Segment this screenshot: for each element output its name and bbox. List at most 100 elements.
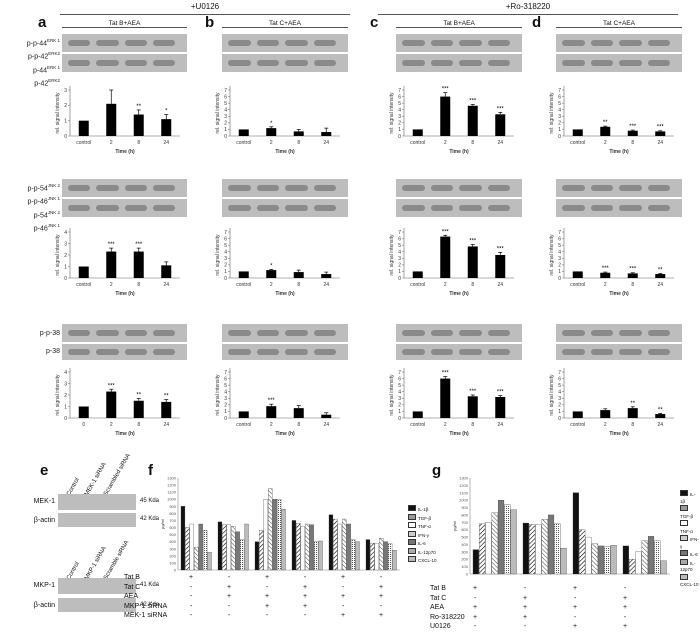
factor-table-f: Tat B + - + - + - Tat C - + - + - + AEA - + + + + + MKP-1 siR…: [124, 573, 414, 643]
y-axis-label: pg/ml: [160, 519, 165, 529]
y-axis-label: rel. signal intensity: [389, 374, 395, 416]
y-tick-label: 5: [398, 243, 401, 249]
bar: [600, 126, 611, 136]
significance-label: ***: [108, 383, 116, 389]
y-tick-label: 0: [224, 134, 227, 140]
bar: [522, 522, 529, 575]
bar: [655, 131, 666, 136]
y-tick-label: 2: [398, 121, 401, 127]
kda-label: 41 Kda: [140, 582, 160, 588]
significance-label: **: [630, 401, 635, 407]
bar: [529, 524, 536, 575]
bar: [106, 391, 117, 418]
erk-blot-labels: p-p-44ERK 1 p-p-42ERK2 p-44ERK 1 p-42ERK…: [26, 38, 60, 88]
y-tick-label: 1: [398, 409, 401, 415]
legend-swatch: [408, 505, 416, 511]
bar: [238, 271, 249, 278]
factor-table-g: Tat B + - + - Tat C - + - + AEA + + + + Ro-318220 + + - - U0…: [430, 584, 680, 639]
western-blot-image: [62, 54, 187, 72]
x-axis-label: Time (h): [115, 431, 135, 437]
column-title-a: Tat B+AEA: [62, 20, 187, 28]
ro-header: +Ro-318220: [505, 2, 551, 11]
western-blot-image: [62, 34, 187, 52]
western-blot-image: [556, 344, 682, 360]
x-tick-label: 8: [137, 422, 140, 428]
y-tick-label: 1000: [459, 498, 469, 503]
bar: [272, 499, 277, 571]
y-tick-label: 6: [224, 236, 227, 242]
x-tick-label: control: [410, 140, 425, 146]
bar: [207, 552, 212, 571]
legend-swatch: [408, 513, 416, 520]
x-tick-label: 8: [631, 282, 634, 288]
y-tick-label: 2: [558, 403, 561, 409]
significance-label: *: [165, 109, 168, 115]
bar: [259, 530, 264, 571]
western-blot-image: [556, 179, 682, 197]
significance-label: ***: [469, 238, 477, 244]
bar: [647, 536, 655, 575]
jnk-blot-labels: p-p-54JNK 2 p-p-46JNK 1 p-54JNK 2 p-46JN…: [27, 183, 61, 233]
legend-item: TNF-α: [680, 520, 700, 535]
factor-sign: +: [226, 593, 232, 600]
bar: [266, 270, 277, 278]
bar: [305, 523, 310, 571]
significance-label: ***: [602, 266, 610, 272]
legend-label: TNF-α: [418, 524, 431, 529]
bar: [491, 512, 498, 575]
legend-label: IFN-γ: [418, 532, 429, 538]
panel-label-e: e: [40, 462, 49, 479]
significance-label: ***: [108, 242, 116, 248]
bar: [337, 523, 342, 571]
x-tick-label: 24: [657, 422, 663, 428]
significance-label: *: [270, 263, 273, 269]
significance-label: ***: [657, 125, 665, 131]
x-axis-label: Time (h): [449, 291, 469, 297]
kda-label: 45 Kda: [140, 498, 160, 504]
legend-swatch: [680, 573, 688, 580]
p38-blot-labels: p-p-38 p-38: [39, 330, 60, 355]
y-tick-label: 2: [398, 403, 401, 409]
y-tick-label: 0: [64, 134, 67, 140]
bar: [254, 541, 260, 571]
bar: [106, 103, 117, 136]
factor-sign: -: [189, 593, 193, 600]
x-tick-label: control: [410, 282, 425, 288]
y-tick-label: 1100: [167, 490, 176, 495]
bar: [296, 523, 301, 571]
significance-label: **: [658, 267, 663, 273]
significance-label: ***: [442, 371, 450, 377]
panel-label-c: c: [370, 14, 379, 31]
bar: [412, 411, 423, 418]
factor-sign: -: [523, 623, 527, 630]
x-tick-label: 8: [297, 422, 300, 428]
x-tick-label: 24: [497, 140, 503, 146]
y-tick-label: 7: [224, 88, 227, 94]
bar: [266, 406, 277, 418]
legend-swatch: [680, 558, 688, 565]
legend-swatch: [408, 522, 416, 528]
bar: [235, 531, 240, 571]
y-tick-label: 200: [169, 553, 176, 558]
y-tick-label: 7: [398, 370, 401, 376]
legend-item: TGF-β: [408, 513, 437, 523]
y-tick-label: 2: [224, 403, 227, 409]
legend-label: IL-6: [418, 541, 426, 546]
bar: [321, 274, 332, 278]
significance-label: ***: [469, 98, 477, 104]
bar: [579, 529, 586, 575]
western-blot-image: [396, 344, 522, 360]
significance-label: **: [603, 120, 608, 126]
bar: [161, 119, 172, 136]
factor-sign: +: [522, 594, 528, 602]
bar: [266, 128, 277, 136]
factor-sign: +: [522, 613, 528, 621]
bar: [238, 411, 249, 418]
y-axis-label: rel. signal intensity: [55, 374, 61, 416]
legend-item: IL-12p70: [408, 547, 437, 557]
factor-sign: -: [227, 602, 231, 610]
x-tick-label: 8: [137, 282, 140, 288]
